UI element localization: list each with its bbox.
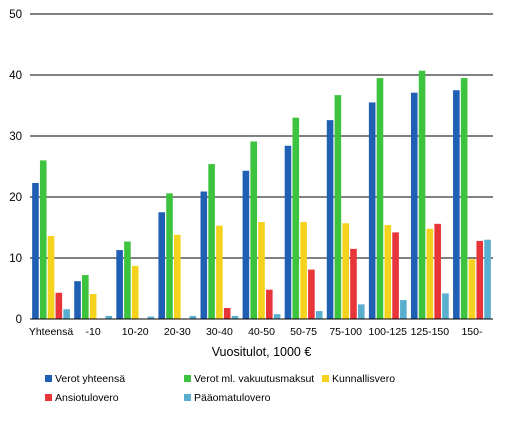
bar [315,311,323,319]
x-tick-label: 75-100 [329,326,362,338]
bar [484,239,491,319]
legend-label: Pääomatulovero [194,392,271,404]
x-axis-categories: Yhteensä -10 10-20 20-30 30-40 40-50 50-75 75-1… [29,326,483,338]
bar [32,182,39,319]
bar [63,309,70,319]
x-tick-label: 10-20 [122,326,149,338]
bar [47,236,55,319]
bar [392,232,399,319]
bar [350,248,357,319]
x-tick-label: 40-50 [248,326,275,338]
bar [453,90,460,319]
legend-label: Kunnallisvero [332,373,395,385]
bar [55,292,63,319]
bar [400,300,407,319]
bar [216,225,223,319]
bar [82,275,89,319]
y-tick-label: 20 [9,192,22,204]
legend-swatch [45,375,52,382]
bar [334,95,342,319]
y-tick-label: 0 [16,314,22,326]
bar [326,120,334,319]
y-tick-label: 50 [9,9,22,21]
bar [105,315,113,319]
bar [357,304,365,319]
bar [189,315,197,319]
bar [434,223,441,319]
bar [223,308,231,319]
bar [284,145,292,319]
x-tick-label: 20-30 [164,326,191,338]
bar [376,78,384,319]
bar [442,293,449,319]
bar [426,228,434,319]
bar [468,259,476,319]
x-axis-label: Vuositulot, 1000 € [212,345,312,359]
bar [39,160,47,319]
bar [292,117,300,319]
bar [231,315,239,319]
bar [200,191,208,319]
x-tick-label: Yhteensä [29,326,74,338]
bar [258,222,265,319]
bar [166,193,173,319]
bar [116,250,123,319]
legend-label: Verot ml. vakuutusmaksut [194,373,314,385]
y-tick-label: 30 [9,131,22,143]
legend-swatch [45,394,52,401]
x-tick-label: -10 [86,326,101,338]
bar [300,222,307,319]
bar [418,70,426,319]
legend-swatch [184,394,191,401]
x-tick-label: 50-75 [290,326,317,338]
bar [158,212,166,319]
legend-label: Ansiotulovero [55,392,119,404]
bar [208,164,215,319]
bar [124,241,131,319]
x-tick-label: 100-125 [368,326,407,338]
x-tick-label: 125-150 [411,326,450,338]
bar [266,289,273,319]
x-tick-label: 30-40 [206,326,233,338]
bar [147,316,155,319]
bar [410,92,418,319]
bar [131,265,139,319]
y-axis-ticks: 0 10 20 30 40 50 [9,9,22,326]
bar [342,223,349,319]
y-tick-label: 40 [9,70,22,82]
bar [384,225,392,319]
bar [89,293,97,319]
bars [32,70,491,319]
bar [74,281,81,319]
legend-swatch [184,375,191,382]
legend-swatch [322,375,329,382]
bar [308,269,315,319]
bar [242,170,250,319]
legend-label: Verot yhteensä [55,373,125,385]
bar [174,234,181,319]
bar [273,314,281,319]
y-tick-label: 10 [9,253,22,265]
bar [250,141,257,319]
bar [476,240,484,319]
bar [460,78,468,319]
x-tick-label: 150- [461,326,483,338]
bar [368,102,376,319]
legend: Verot yhteensä Verot ml. vakuutusmaksut Ku… [45,373,395,404]
